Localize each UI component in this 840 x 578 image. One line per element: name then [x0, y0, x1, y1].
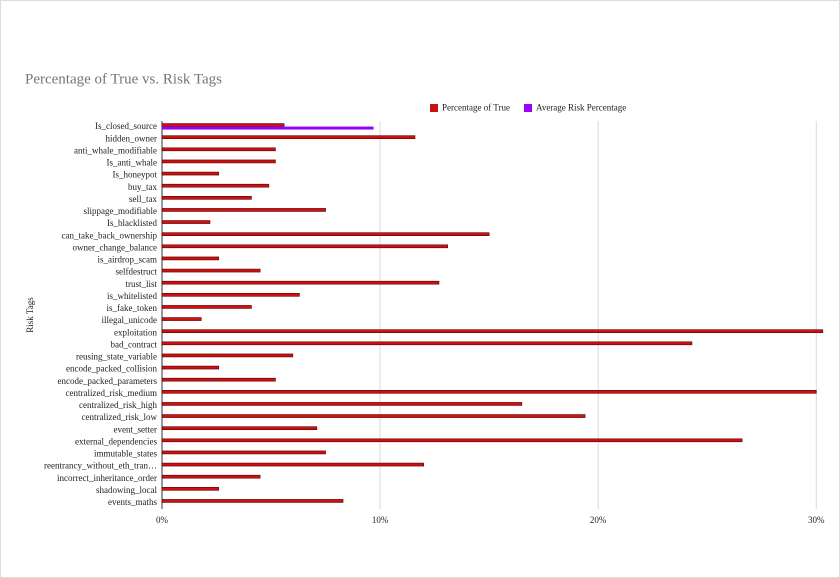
y-tick-label: sell_tax	[129, 194, 157, 204]
bar	[161, 123, 285, 127]
y-tick-label: owner_change_balance	[73, 242, 157, 252]
y-tick-label: Is_closed_source	[95, 121, 157, 131]
y-tick-label: encode_packed_collision	[66, 364, 157, 374]
bar	[162, 126, 374, 130]
y-tick-label: illegal_unicode	[102, 315, 157, 325]
y-tick-label: reentrancy_without_eth_tran…	[44, 461, 157, 471]
y-tick-label: reusing_state_variable	[76, 352, 157, 362]
bar	[161, 280, 440, 285]
y-tick-label: immutable_states	[94, 449, 157, 459]
y-tick-label: incorrect_inheritance_order	[57, 473, 157, 483]
y-axis-label: Risk Tags	[25, 297, 35, 333]
bar	[161, 220, 211, 224]
bar	[161, 377, 276, 382]
y-tick-label: event_setter	[114, 424, 157, 434]
bar	[161, 147, 276, 152]
bar	[161, 317, 202, 321]
y-tick-label: anti_whale_modifiable	[74, 145, 157, 155]
bar	[161, 365, 220, 370]
bar	[161, 171, 220, 176]
y-tick-label: buy_tax	[128, 182, 157, 192]
bar	[161, 474, 261, 479]
bar	[161, 293, 300, 297]
bar	[161, 268, 261, 273]
y-tick-label: slippage_modifiable	[84, 206, 157, 216]
y-tick-label: shadowing_local	[96, 485, 157, 495]
bar	[161, 487, 220, 491]
y-tick-label: is_airdrop_scam	[98, 255, 157, 265]
y-tick-label: Is_honeypot	[113, 170, 158, 180]
y-tick-label: centralized_risk_high	[79, 400, 157, 410]
y-tick-label: is_whitelisted	[107, 291, 157, 301]
y-tick-label: selfdestruct	[116, 267, 158, 277]
bar	[161, 341, 693, 346]
bar	[161, 305, 252, 309]
y-tick-label: centralized_risk_low	[82, 412, 158, 422]
y-tick-label: is_fake_token	[107, 303, 158, 313]
bar	[161, 183, 270, 188]
y-tick-label: bad_contract	[111, 339, 158, 349]
y-tick-label: exploitation	[114, 327, 157, 337]
legend-label: Percentage of True	[442, 103, 510, 113]
bar	[161, 353, 294, 358]
legend-swatch	[430, 104, 438, 112]
y-tick-label: external_dependencies	[75, 436, 157, 446]
bar	[161, 159, 276, 164]
legend-label: Average Risk Percentage	[536, 103, 626, 113]
bar	[161, 402, 523, 406]
y-tick-label: hidden_owner	[106, 133, 158, 143]
y-tick-label: encode_packed_parameters	[58, 376, 158, 386]
bar	[161, 450, 326, 455]
bar	[161, 256, 220, 261]
x-tick-label: 30%	[808, 515, 825, 525]
y-tick-label: events_maths	[108, 497, 157, 507]
bar	[161, 208, 326, 212]
y-tick-label: Is_blacklisted	[107, 218, 157, 228]
bar	[161, 390, 817, 394]
x-tick-label: 0%	[156, 515, 169, 525]
bar	[161, 244, 449, 249]
bar	[161, 426, 318, 430]
y-tick-label: trust_list	[125, 279, 157, 289]
bar	[161, 329, 824, 333]
legend-swatch	[523, 104, 532, 112]
bar	[161, 196, 252, 200]
bar	[161, 135, 416, 139]
bar	[161, 414, 586, 418]
bar	[161, 232, 490, 236]
y-tick-label: centralized_risk_medium	[66, 388, 157, 398]
x-tick-label: 20%	[590, 515, 607, 525]
bar	[161, 438, 743, 443]
bar	[161, 499, 344, 503]
y-tick-label: Is_anti_whale	[107, 158, 157, 168]
chart-title: Percentage of True vs. Risk Tags	[25, 71, 222, 87]
y-tick-label: can_take_back_ownership	[62, 230, 158, 240]
x-tick-label: 10%	[372, 515, 389, 525]
bar	[161, 462, 425, 467]
